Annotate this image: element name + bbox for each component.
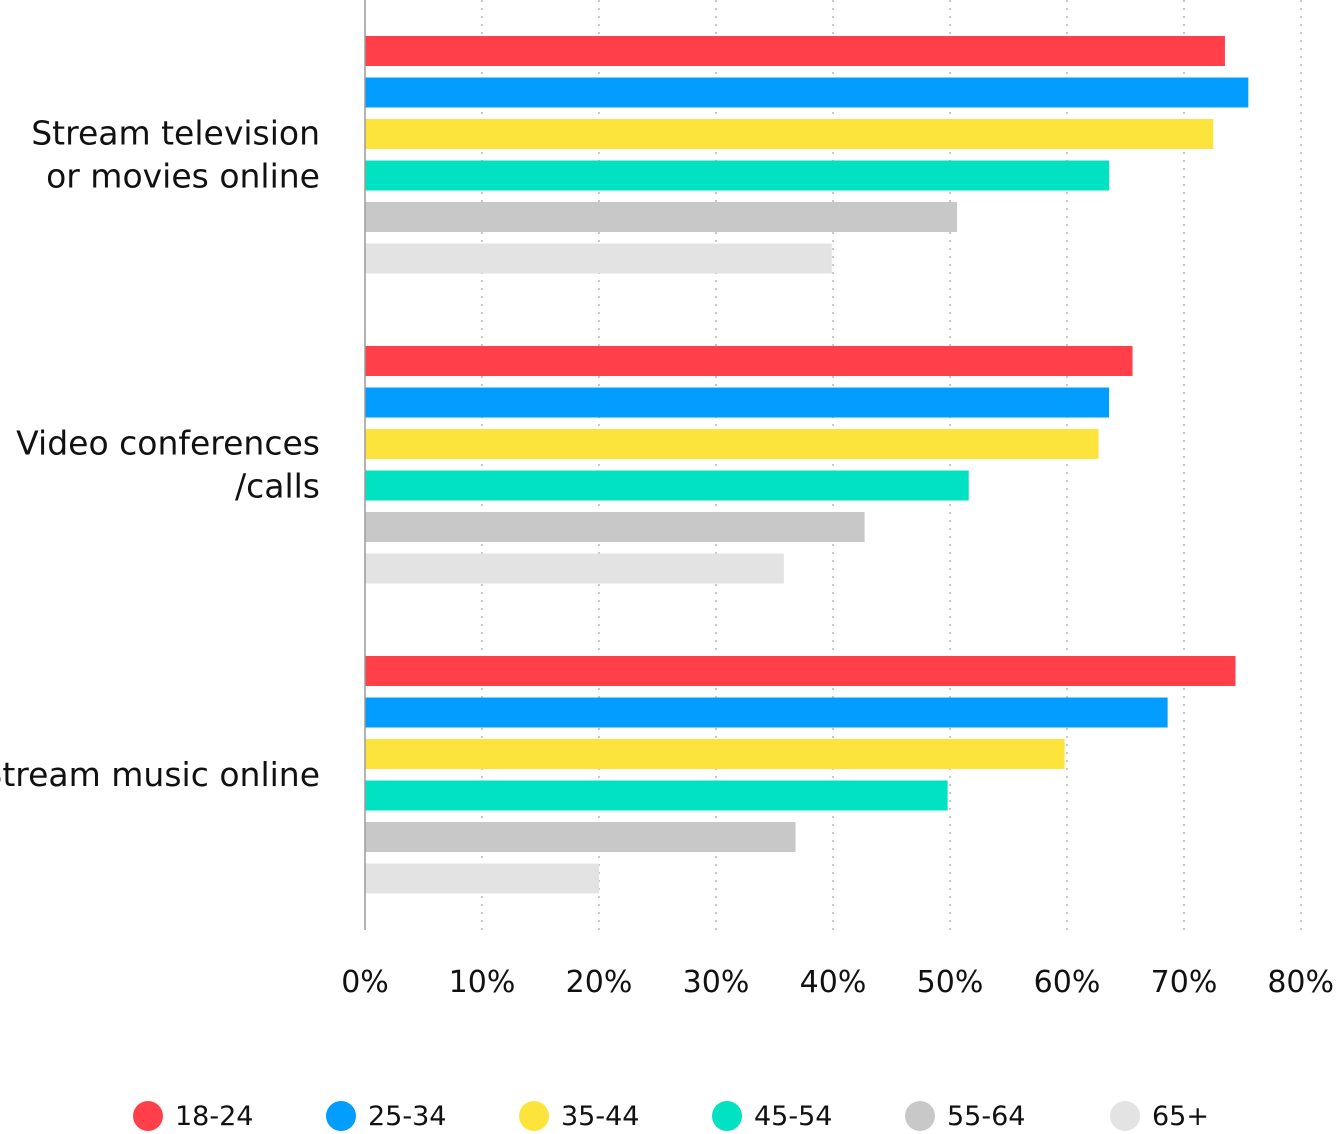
- category-label: Stream music online: [0, 755, 320, 794]
- x-tick-label: 80%: [1267, 965, 1334, 1000]
- legend-item: 55-64: [905, 1098, 1025, 1134]
- bar-45-54: [365, 160, 1110, 191]
- bar-35-44: [365, 429, 1099, 459]
- x-tick-label: 60%: [1034, 965, 1101, 1000]
- category-label: Video conferences: [16, 423, 320, 462]
- bar-18-24: [365, 656, 1236, 686]
- x-tick-label: 30%: [683, 965, 750, 1000]
- x-tick-label: 40%: [800, 965, 867, 1000]
- bar-chart: Stream television or movies online Video c…: [0, 0, 1334, 1000]
- legend-label: 18-24: [175, 1100, 254, 1132]
- bar-18-24: [365, 346, 1133, 376]
- bar-25-34: [365, 697, 1168, 728]
- x-tick-label: 0%: [341, 965, 389, 1000]
- category-label: Stream television: [31, 113, 320, 152]
- legend-swatch: [1110, 1101, 1140, 1131]
- legend-item: 25-34: [326, 1098, 446, 1134]
- legend-label: 25-34: [368, 1100, 447, 1132]
- legend-swatch: [326, 1101, 356, 1131]
- x-tick-label: 70%: [1151, 965, 1218, 1000]
- legend-swatch: [133, 1101, 163, 1131]
- x-tick-label: 20%: [566, 965, 633, 1000]
- x-axis-tick-labels: 0% 10% 20% 30% 40% 50% 60% 70% 80%: [341, 965, 1334, 1000]
- bar-55-64: [365, 202, 958, 232]
- bar-35-44: [365, 119, 1214, 149]
- legend-swatch: [905, 1101, 935, 1131]
- bar-65+: [365, 243, 832, 274]
- category-label: /calls: [235, 466, 320, 505]
- bar-45-54: [365, 780, 948, 811]
- legend-item: 65+: [1110, 1098, 1209, 1134]
- gridlines: [481, 0, 1302, 930]
- legend: 18-24 25-34 35-44 45-54 55-64 65+: [0, 1094, 1340, 1134]
- x-tick-label: 50%: [917, 965, 984, 1000]
- bar-55-64: [365, 822, 796, 852]
- bar-65+: [365, 863, 599, 894]
- category-label: or movies online: [46, 156, 320, 195]
- legend-swatch: [712, 1101, 742, 1131]
- bar-65+: [365, 553, 784, 584]
- legend-label: 45-54: [754, 1100, 833, 1132]
- bar-25-34: [365, 77, 1249, 108]
- bar-55-64: [365, 512, 865, 542]
- legend-label: 65+: [1152, 1100, 1209, 1132]
- legend-item: 45-54: [712, 1098, 832, 1134]
- bar-35-44: [365, 739, 1065, 769]
- legend-item: 35-44: [519, 1098, 639, 1134]
- legend-swatch: [519, 1101, 549, 1131]
- bars: [365, 36, 1249, 894]
- legend-label: 35-44: [561, 1100, 640, 1132]
- bar-45-54: [365, 470, 969, 501]
- legend-label: 55-64: [947, 1100, 1026, 1132]
- bar-25-34: [365, 387, 1110, 418]
- legend-item: 18-24: [133, 1098, 253, 1134]
- category-labels: Stream television or movies online Video c…: [0, 113, 320, 794]
- x-tick-label: 10%: [449, 965, 516, 1000]
- bar-18-24: [365, 36, 1225, 66]
